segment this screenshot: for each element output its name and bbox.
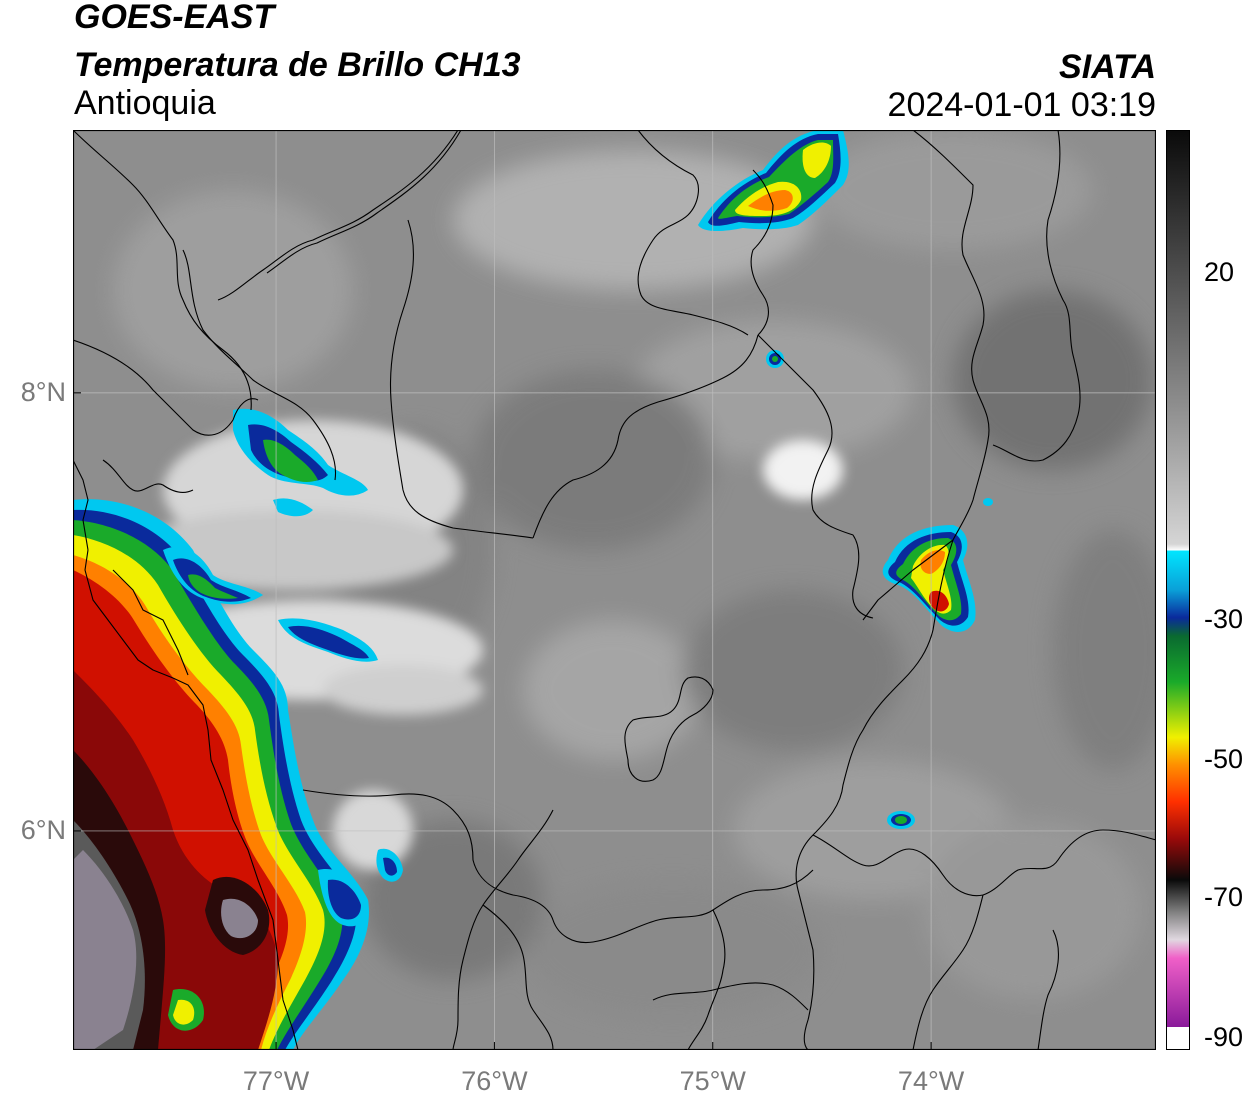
lon-tick-label: 76°W — [461, 1066, 528, 1096]
colorbar-tick-label: -30 — [1204, 604, 1244, 634]
lon-tick-label: 77°W — [242, 1066, 310, 1096]
colorbar — [1166, 130, 1190, 1050]
lon-tick-label: 75°W — [679, 1066, 746, 1096]
title-datetime: 2024-01-01 03:19 — [887, 86, 1156, 124]
lon-tick-label: 74°W — [897, 1066, 965, 1096]
colorbar-gradient — [1166, 130, 1190, 1050]
convective-cell-north — [698, 130, 849, 232]
satellite-map — [73, 130, 1156, 1050]
colorbar-frame — [1166, 130, 1190, 1050]
axis-ticks — [73, 392, 932, 1050]
grey-texture — [113, 130, 1156, 1020]
colorbar-tick-label: 20 — [1204, 257, 1235, 287]
lat-tick-label: 8°N — [20, 376, 66, 407]
title-satellite: GOES-EAST — [74, 0, 275, 36]
map-frame — [73, 130, 1156, 1050]
title-agency: SIATA — [1059, 48, 1156, 86]
graticule — [73, 130, 1156, 1050]
colorbar-tick-label: -70 — [1204, 882, 1244, 912]
convective-fringe — [163, 408, 403, 1031]
small-cells — [766, 350, 993, 829]
convective-complex-west — [73, 499, 369, 1050]
title-region: Antioquia — [74, 84, 216, 122]
colorbar-tick-label: -90 — [1204, 1022, 1244, 1052]
colorbar-tick-label: -50 — [1204, 744, 1244, 774]
boundaries — [73, 130, 1156, 1050]
title-product: Temperatura de Brillo CH13 — [74, 46, 521, 84]
lat-tick-label: 6°N — [20, 814, 66, 845]
